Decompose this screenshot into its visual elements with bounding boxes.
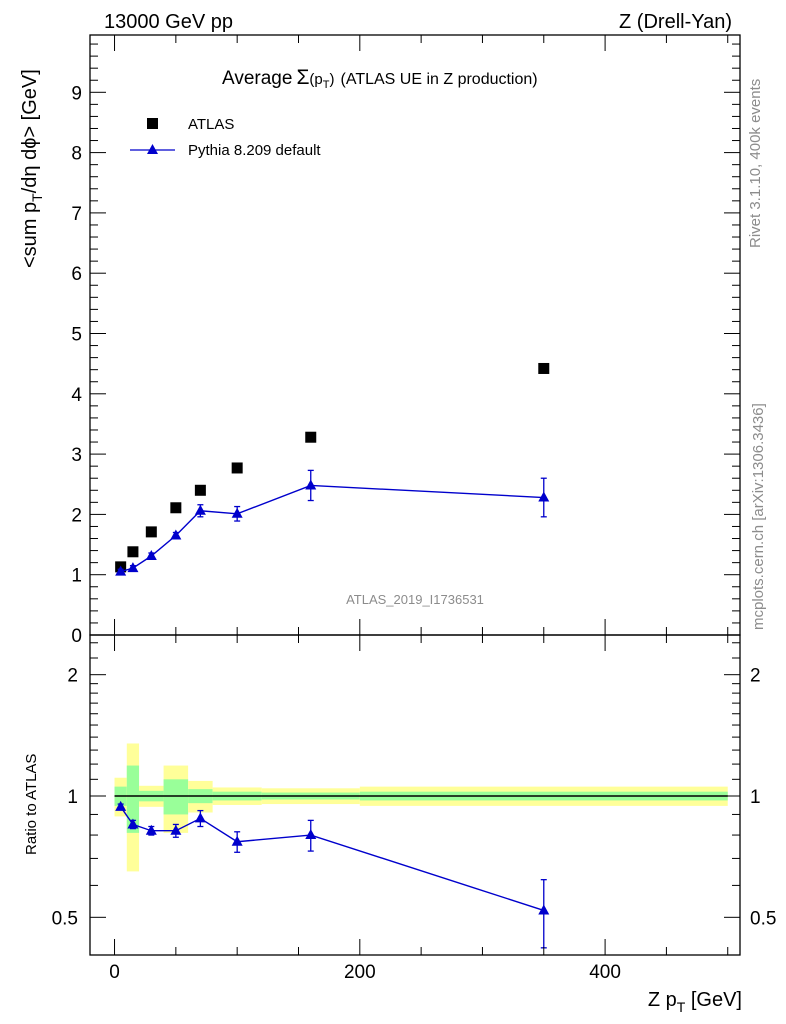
ratio-band-inner [163,779,189,815]
ratio-pythia-point [231,835,243,846]
legend-pythia-label: Pythia 8.209 default [188,142,321,159]
analysis-watermark: ATLAS_2019_I1736531 [346,592,484,607]
pythia-point [115,565,127,576]
ratio-y-tick-label-right: 2 [750,666,761,687]
legend-atlas-marker [147,118,158,129]
ratio-frame [89,634,741,956]
main-y-tick-label: 2 [71,505,82,526]
atlas-data-point [170,502,182,514]
header-right: Z (Drell-Yan) [619,11,732,33]
ratio-band-inner [126,765,140,833]
main-y-tick-label: 6 [71,264,82,285]
main-y-tick-label: 4 [71,385,82,406]
title-arg-sub: T [323,79,330,91]
pythia-point [538,491,550,502]
ratio-pythia-point [145,824,157,835]
legend-pythia-marker [147,144,158,154]
title-arg-open: (p [309,71,322,88]
legend: ATLAS Pythia 8.209 default [130,116,321,159]
ylabel-main-sub: T [29,193,45,202]
ratio-y-tick-label-right: 1 [750,787,761,808]
ratio-pythia-point [127,818,139,829]
ratio-y-tick-label-left: 0.5 [52,908,78,929]
pythia-point [194,504,206,515]
ratio-pythia-point [115,800,127,811]
ratio-mc-series [115,800,550,949]
atlas-data-point [231,462,243,474]
header-left: 13000 GeV pp [104,11,233,33]
axes-ticks [90,35,740,955]
mcplots-label: mcplots.cern.ch [arXiv:1306.3436] [750,403,767,630]
main-y-tick-label: 7 [71,204,82,225]
x-axis-label: Z pT [GeV] [648,989,742,1015]
ratio-pythia-point [538,904,550,915]
ratio-y-tick-label-left: 2 [67,666,78,687]
ratio-pythia-point [305,829,317,840]
pythia-point [145,550,157,561]
xlabel-a: Z p [648,989,677,1011]
rivet-label: Rivet 3.1.10, 400k events [747,79,764,248]
atlas-data-point [538,362,550,374]
pythia-point [127,562,139,573]
ratio-y-tick-label-right: 0.5 [750,908,776,929]
x-tick-label: 400 [589,962,621,983]
ratio-pythia-point [194,812,206,823]
ratio-bands [114,743,728,872]
title-prefix: Average [222,68,292,89]
legend-atlas-label: ATLAS [188,116,234,133]
tick-labels: 0 1 2 3 4 5 6 7 8 9 0 200 400 0.5 0.5 1 1 2 2 [52,83,777,983]
pythia-point [170,529,182,540]
main-mc-series [115,469,550,576]
plot-title: Average Σ(pT) (ATLAS UE in Z production) [222,66,538,91]
main-data-points [115,362,550,573]
atlas-data-point [145,526,157,538]
atlas-data-point [127,546,139,558]
main-y-tick-label: 1 [71,566,82,587]
title-suffix: (ATLAS UE in Z production) [341,71,538,88]
title-sigma: Σ [296,66,309,89]
y-axis-label-main: <sum pT/dη dϕ> [GeV] [19,69,45,268]
atlas-data-point [305,431,317,443]
title-arg-close: ) [330,71,335,88]
main-y-tick-label: 5 [71,325,82,346]
ylabel-main-b: /dη dϕ> [GeV] [19,69,41,193]
ratio-pythia-point [170,824,182,835]
xlabel-b: [GeV] [685,989,742,1011]
main-y-tick-label: 0 [71,626,82,647]
x-tick-label: 0 [109,962,120,983]
main-y-tick-label: 9 [71,83,82,104]
pythia-point [305,479,317,490]
atlas-data-point [194,484,206,496]
ratio-y-tick-label-left: 1 [67,787,78,808]
y-axis-label-ratio: Ratio to ATLAS [23,754,40,855]
pythia-line [120,484,544,573]
xlabel-sub: T [677,999,686,1015]
pythia-point [231,507,243,518]
x-tick-label: 200 [344,962,376,983]
main-y-tick-label: 8 [71,144,82,165]
main-y-tick-label: 3 [71,445,82,466]
ylabel-main-a: <sum p [19,202,41,268]
